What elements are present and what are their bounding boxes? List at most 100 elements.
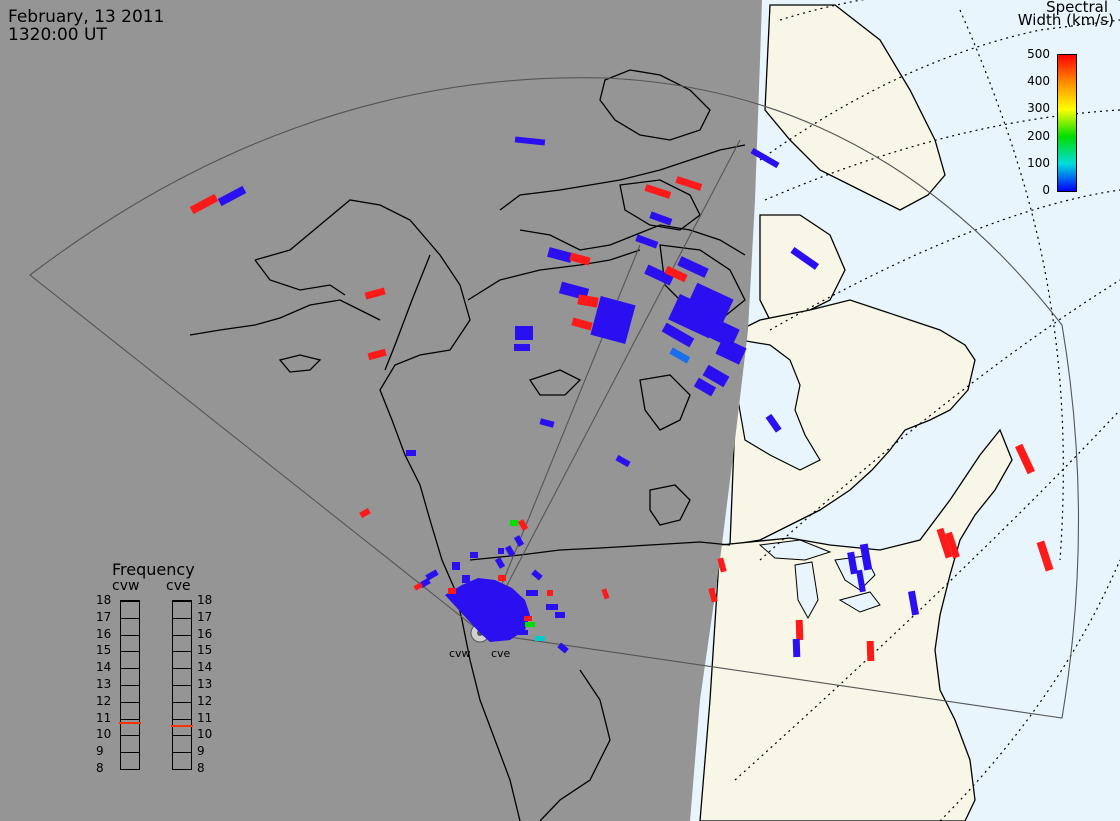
echo-cell bbox=[539, 418, 555, 428]
freq-tick-right: 15 bbox=[197, 643, 213, 658]
freq-tick-right: 10 bbox=[197, 727, 213, 742]
echo-cell bbox=[615, 454, 631, 468]
time-label: 1320:00 UT bbox=[8, 25, 107, 45]
west-coast bbox=[254, 199, 521, 821]
echo-cell bbox=[686, 282, 734, 324]
echo-cell bbox=[945, 531, 960, 559]
colorbar-tick: 0 bbox=[1042, 183, 1050, 197]
alaska-inner bbox=[254, 259, 346, 296]
colorbar-title-line2: Width (km/s) bbox=[1017, 11, 1114, 29]
radar-label-cvw: cvw bbox=[112, 578, 140, 594]
echo-cell bbox=[702, 316, 740, 348]
freq-cell-divider bbox=[121, 735, 139, 737]
freq-tick-left: 13 bbox=[96, 677, 112, 691]
freq-tick-right: 9 bbox=[197, 744, 205, 759]
greenland-coast bbox=[764, 4, 946, 211]
freq-tick-left: 10 bbox=[96, 727, 112, 742]
fov-fan bbox=[29, 77, 1080, 719]
freq-cell-divider bbox=[173, 718, 191, 720]
echo-cell bbox=[601, 588, 610, 600]
echo-cell bbox=[448, 588, 456, 594]
freq-cell-divider bbox=[173, 752, 191, 754]
echo-cell bbox=[590, 296, 636, 344]
colorbar-title-line1: Spectral bbox=[1046, 0, 1108, 16]
echo-cell bbox=[535, 636, 545, 641]
lake-winnipeg bbox=[649, 484, 691, 526]
lake-2 bbox=[639, 374, 691, 431]
echo-cell bbox=[661, 322, 695, 348]
freq-tick-left: 12 bbox=[96, 693, 112, 708]
freq-cell-divider bbox=[173, 617, 191, 619]
freq-tick-right: 14 bbox=[197, 660, 213, 675]
echo-cell bbox=[792, 638, 801, 658]
echo-cell bbox=[856, 569, 866, 593]
echo-cell bbox=[364, 287, 386, 300]
alaska-border bbox=[384, 254, 431, 371]
night-coastlines bbox=[189, 69, 746, 821]
echo-cell bbox=[494, 557, 506, 569]
colorbar bbox=[1057, 54, 1077, 192]
freq-cell-divider bbox=[173, 634, 191, 636]
freq-cell-divider bbox=[173, 668, 191, 670]
freq-tick-right: 11 bbox=[197, 710, 213, 725]
radar-label-cve: cve bbox=[166, 578, 191, 594]
freq-cell-divider bbox=[173, 769, 191, 770]
echo-cell bbox=[708, 587, 718, 603]
echo-cell bbox=[526, 590, 538, 596]
freq-tick-right: 8 bbox=[197, 761, 205, 775]
ellesmere bbox=[599, 69, 711, 141]
arctic-coast bbox=[467, 249, 641, 301]
echo-cell bbox=[514, 136, 546, 146]
echo-cell bbox=[795, 619, 804, 641]
echo-cell bbox=[644, 264, 674, 286]
victoria-island bbox=[619, 179, 701, 231]
date-label: February, 13 2011 bbox=[8, 7, 165, 27]
freq-cell-divider bbox=[173, 685, 191, 686]
echo-cell bbox=[498, 575, 506, 581]
echo-cell bbox=[715, 337, 747, 365]
freq-cell-divider bbox=[121, 617, 139, 619]
frequency-title: Frequency bbox=[112, 560, 195, 579]
echo-cell bbox=[524, 616, 532, 621]
echo-cell bbox=[367, 348, 387, 361]
day-land bbox=[699, 4, 1013, 821]
freq-tick-left: 18 bbox=[96, 593, 112, 607]
echo-cell bbox=[217, 185, 247, 207]
lake-1 bbox=[528, 369, 582, 396]
us-canada-border bbox=[469, 541, 731, 561]
echo-cell bbox=[452, 562, 460, 570]
eastern-us bbox=[699, 428, 1013, 821]
echo-cell bbox=[693, 377, 717, 397]
colorbar-tick: 200 bbox=[1027, 128, 1050, 143]
freq-cell-divider bbox=[121, 718, 139, 720]
echo-cell bbox=[866, 640, 875, 662]
hudson-bay-day bbox=[737, 339, 821, 471]
alaska-islands bbox=[278, 354, 322, 373]
freq-cell-divider bbox=[173, 701, 191, 703]
echo-cell bbox=[750, 147, 780, 169]
echo-cell bbox=[504, 545, 516, 557]
quebec-labrador bbox=[729, 299, 976, 546]
freq-tick-left: 9 bbox=[96, 744, 104, 759]
freq-tick-left: 8 bbox=[96, 761, 104, 775]
echo-cell bbox=[702, 364, 730, 388]
echo-cell bbox=[669, 347, 691, 364]
echo-cell bbox=[470, 552, 478, 558]
echo-cell bbox=[577, 294, 599, 308]
freq-tick-right: 16 bbox=[197, 626, 213, 641]
colorbar-tick: 500 bbox=[1027, 47, 1050, 61]
colorbar-tick: 300 bbox=[1027, 101, 1050, 116]
echo-cell bbox=[555, 612, 565, 618]
freq-cell-divider bbox=[121, 668, 139, 670]
echo-cell bbox=[664, 265, 688, 283]
echo-cell bbox=[406, 450, 416, 456]
echo-cell bbox=[717, 557, 727, 573]
echo-cell bbox=[677, 256, 709, 278]
near-range-echoes bbox=[445, 578, 530, 642]
echo-cell bbox=[515, 326, 533, 340]
echo-cells bbox=[189, 136, 1054, 662]
graticule bbox=[734, 0, 1120, 821]
frequency-marker-cve bbox=[171, 725, 193, 728]
freq-tick-left: 11 bbox=[96, 710, 112, 725]
